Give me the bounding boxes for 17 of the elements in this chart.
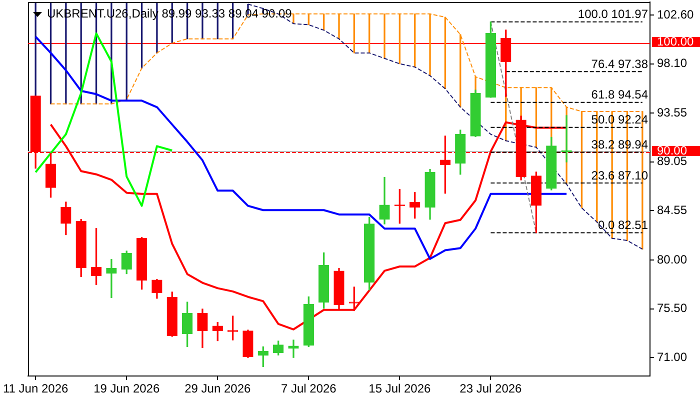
x-tick-label: 23 Jul 2026 (460, 382, 522, 396)
y-tick-label: 80.00 (657, 252, 688, 266)
x-tick-label: 29 Jun 2026 (184, 382, 251, 396)
y-tick-label: 71.00 (657, 350, 688, 364)
x-tick-label: 15 Jul 2026 (368, 382, 432, 396)
annotation: 76.4 97.38 (591, 56, 648, 71)
y-tick-label: 102.60 (657, 7, 694, 22)
x-tick-label: 11 Jun 2026 (3, 382, 68, 396)
x-tick-label: 19 Jun 2026 (94, 382, 160, 396)
y-tick-label: 98.10 (657, 56, 688, 70)
ref-line-label: 100.00 (657, 34, 694, 48)
y-tick-label: 75.50 (657, 301, 688, 316)
annotation: 100.0 101.97 (578, 7, 648, 22)
y-tick-label: 84.55 (657, 202, 688, 217)
y-tick-label: 93.55 (657, 105, 688, 120)
x-tick-label: 7 Jul 2026 (280, 382, 337, 396)
annotation: 61.8 94.54 (591, 88, 648, 102)
